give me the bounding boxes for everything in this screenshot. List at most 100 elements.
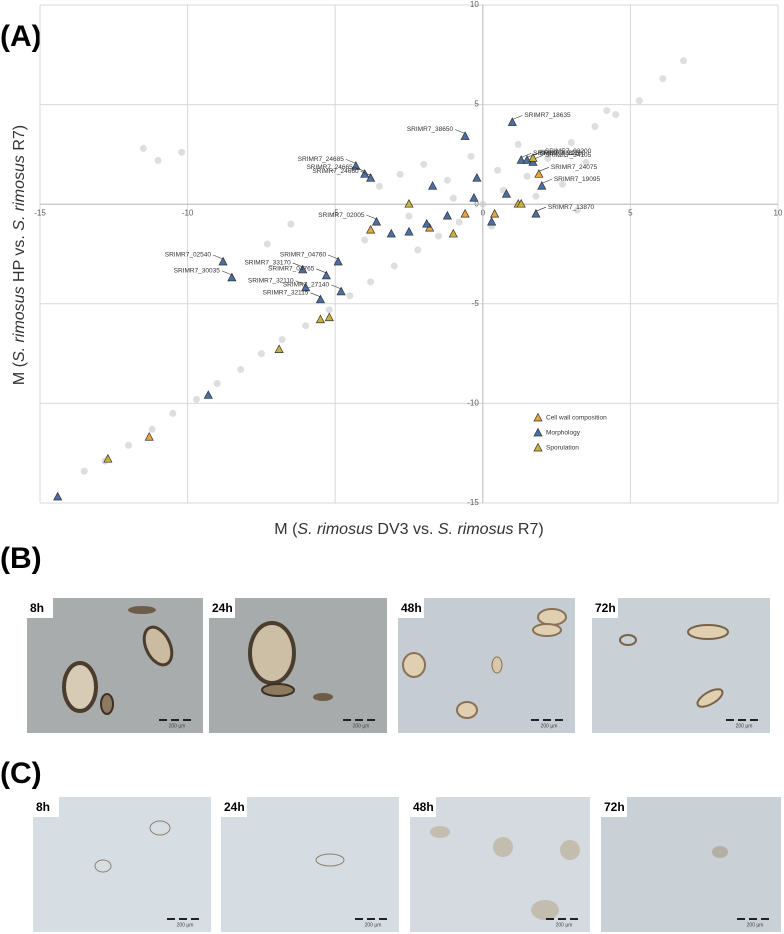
colony bbox=[532, 623, 562, 637]
triangle-marker bbox=[428, 181, 438, 190]
scale-label: 200 µm bbox=[736, 723, 753, 729]
triangle-marker bbox=[371, 216, 382, 226]
image bbox=[592, 598, 770, 733]
background-point bbox=[538, 148, 546, 156]
background-point bbox=[278, 336, 286, 344]
colony bbox=[100, 693, 114, 715]
gene-label: SRIMR7_02005 bbox=[318, 212, 365, 219]
scale-label: 200 µm bbox=[365, 922, 382, 928]
leader-line bbox=[292, 262, 303, 268]
image bbox=[209, 598, 387, 733]
x-tick-label: -10 bbox=[182, 208, 194, 217]
time-label-bg bbox=[209, 598, 235, 618]
triangle-marker bbox=[360, 169, 370, 178]
leader-line bbox=[345, 159, 356, 164]
image bbox=[221, 797, 399, 932]
triangle-marker bbox=[528, 153, 538, 162]
background-point bbox=[523, 172, 531, 180]
background-point bbox=[213, 379, 221, 387]
triangle-marker bbox=[460, 131, 470, 140]
gene-label: SRIMR7_21280 bbox=[539, 150, 586, 157]
x-axis-title: M (S. rimosus DV3 vs. S. rimosus R7) bbox=[274, 521, 543, 538]
leader-line bbox=[532, 151, 544, 156]
triangle-marker bbox=[351, 161, 361, 170]
leader-line bbox=[512, 115, 523, 120]
gene-label: SRIMR7_18635 bbox=[524, 112, 571, 119]
background-point bbox=[390, 262, 398, 270]
colony bbox=[493, 837, 513, 857]
colony bbox=[149, 820, 171, 836]
time-label-bg bbox=[601, 797, 627, 817]
time-label-bg bbox=[410, 797, 436, 817]
y-axis-title: M (S. rimosus HP vs. S. rimosus R7) bbox=[11, 125, 28, 385]
background-point bbox=[455, 218, 463, 226]
triangle-marker bbox=[469, 192, 479, 202]
background-point bbox=[449, 194, 457, 202]
triangle-marker bbox=[53, 491, 63, 501]
axis-title-part: M ( bbox=[11, 361, 28, 385]
background-point bbox=[514, 140, 522, 148]
triangle-marker bbox=[472, 173, 482, 182]
background-point bbox=[237, 366, 245, 374]
background-point bbox=[169, 409, 177, 417]
gene-label: SRIMR7_27140 bbox=[283, 282, 330, 289]
colony bbox=[531, 900, 559, 920]
background-point bbox=[302, 322, 310, 330]
background-point bbox=[148, 425, 156, 433]
scale-label: 200 µm bbox=[169, 723, 186, 729]
background-point bbox=[263, 240, 271, 248]
gene-label: SRIMR7_30035 bbox=[174, 268, 221, 275]
triangle-marker bbox=[487, 216, 497, 226]
triangle-marker bbox=[366, 224, 376, 234]
time-label: 72h bbox=[595, 601, 616, 615]
background-point bbox=[567, 138, 575, 146]
colony bbox=[313, 693, 333, 701]
time-label-bg bbox=[592, 598, 618, 618]
triangle-marker bbox=[321, 270, 331, 280]
triangle-marker bbox=[531, 208, 541, 218]
leader-line bbox=[295, 280, 306, 286]
legend-label: Sporulation bbox=[546, 445, 579, 452]
triangle-marker bbox=[218, 256, 228, 266]
axis-title-part: DV3 vs. bbox=[373, 521, 438, 538]
leader-line bbox=[310, 292, 321, 298]
y-tick-label: 5 bbox=[474, 100, 479, 109]
leader-line bbox=[535, 206, 547, 212]
triangle-marker bbox=[501, 188, 511, 198]
axis-title-part: S. rimosus bbox=[11, 286, 28, 362]
time-label: 8h bbox=[36, 800, 50, 814]
colony bbox=[261, 683, 295, 697]
x-tick-label: -15 bbox=[34, 208, 46, 217]
triangle-marker bbox=[460, 208, 470, 218]
background-point bbox=[125, 441, 133, 449]
time-label: 24h bbox=[212, 601, 233, 615]
background-point bbox=[192, 395, 200, 403]
time-label: 24h bbox=[224, 800, 245, 814]
leader-line bbox=[454, 129, 466, 134]
gene-label: SRIMR7_19095 bbox=[554, 176, 601, 183]
gene-label: SRIMR7_32110 bbox=[248, 278, 294, 285]
background-point bbox=[405, 212, 413, 220]
gene-label: SRIMR7_41875 bbox=[533, 150, 580, 157]
background-point bbox=[467, 152, 475, 160]
gene-label: SRIMR7_32115 bbox=[263, 290, 309, 297]
triangle-marker bbox=[422, 218, 432, 228]
gene-label: SRIMR7_33170 bbox=[244, 260, 291, 267]
gene-label: SRIMR7_24685 bbox=[298, 156, 345, 163]
gene-label: SRIMR7_24665 bbox=[306, 164, 353, 171]
gene-label: SRIMR7_03200 bbox=[545, 148, 592, 155]
triangle-marker bbox=[490, 208, 500, 218]
colony bbox=[456, 701, 478, 719]
triangle-marker bbox=[274, 344, 284, 353]
colony bbox=[491, 656, 503, 674]
time-label: 48h bbox=[401, 601, 422, 615]
leader-line bbox=[316, 268, 327, 274]
leader-line bbox=[538, 167, 549, 172]
colony bbox=[128, 606, 156, 614]
scale-label: 200 µm bbox=[541, 723, 558, 729]
colony bbox=[142, 625, 174, 667]
x-tick-label: 5 bbox=[628, 208, 633, 217]
background-point bbox=[544, 154, 552, 162]
background-point bbox=[375, 182, 383, 190]
